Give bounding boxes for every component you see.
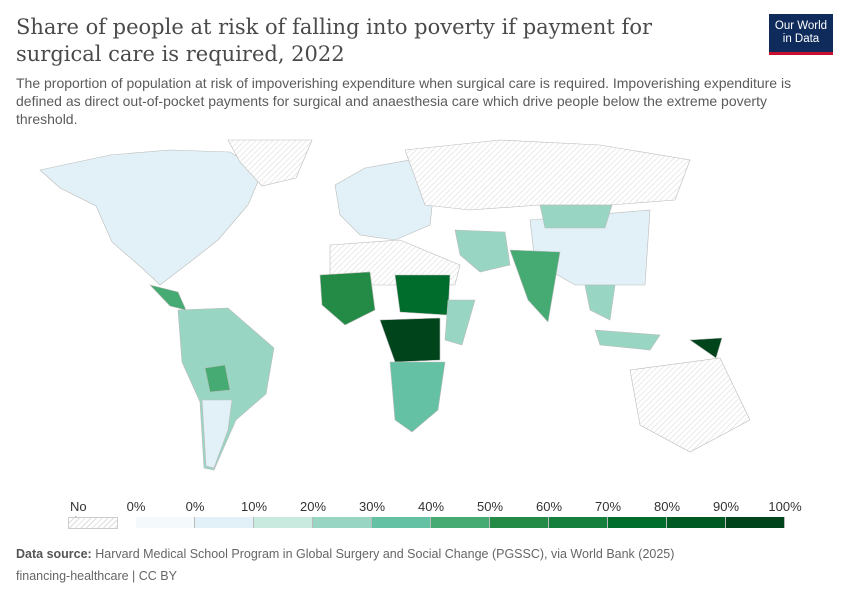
southern-cone[interactable] [201, 399, 233, 469]
legend-tick: 20% [299, 499, 327, 514]
central-america[interactable] [149, 284, 187, 311]
southern-africa[interactable] [389, 361, 446, 433]
legend-bin[interactable] [313, 517, 372, 528]
legend-tick: 10% [240, 499, 268, 514]
legend-tick: 0% [185, 499, 205, 514]
mongolia[interactable] [539, 204, 613, 229]
legend-bin[interactable] [136, 517, 195, 528]
legend-bin[interactable] [490, 517, 549, 528]
legend-bin[interactable] [549, 517, 608, 528]
legend-bin[interactable] [372, 517, 431, 528]
legend-tick: 90% [712, 499, 740, 514]
bolivia[interactable] [204, 364, 231, 393]
legend-bin[interactable] [608, 517, 667, 528]
southeast-asia[interactable] [584, 284, 616, 321]
central-africa[interactable] [379, 317, 441, 363]
india[interactable] [509, 249, 561, 323]
legend-bins [136, 517, 785, 528]
legend-tick: 100% [768, 499, 802, 514]
chart-subtitle: The proportion of population at risk of … [16, 75, 792, 127]
russia[interactable] [404, 139, 691, 211]
legend-tick: 60% [535, 499, 563, 514]
australia[interactable] [629, 357, 751, 453]
legend-bin[interactable] [431, 517, 490, 528]
legend-tick: 50% [476, 499, 504, 514]
legend-tick: 0% [126, 499, 146, 514]
legend-tick: 80% [653, 499, 681, 514]
legend-tick: 40% [417, 499, 445, 514]
europe[interactable] [334, 159, 436, 241]
papua-new-guinea[interactable] [689, 337, 723, 359]
middle-east[interactable] [454, 229, 511, 273]
footer-license[interactable]: financing-healthcare | CC BY [16, 569, 177, 583]
legend-bin[interactable] [667, 517, 726, 528]
legend-bin[interactable] [195, 517, 254, 528]
legend-bin[interactable] [726, 517, 785, 528]
legend-tick: 30% [358, 499, 386, 514]
owid-logo[interactable]: Our World in Data [769, 14, 833, 55]
north-america[interactable] [39, 149, 263, 286]
chart-title: Share of people at risk of falling into … [16, 15, 652, 66]
sahel[interactable] [394, 274, 451, 316]
legend-bin[interactable] [254, 517, 313, 528]
data-source: Data source: Harvard Medical School Prog… [16, 547, 675, 561]
no-data-swatch [68, 517, 118, 529]
legend-tick: 70% [594, 499, 622, 514]
indonesia[interactable] [594, 329, 661, 351]
east-africa[interactable] [444, 299, 476, 346]
west-africa[interactable] [319, 271, 376, 326]
greenland[interactable] [227, 139, 313, 187]
world-map [39, 139, 751, 471]
